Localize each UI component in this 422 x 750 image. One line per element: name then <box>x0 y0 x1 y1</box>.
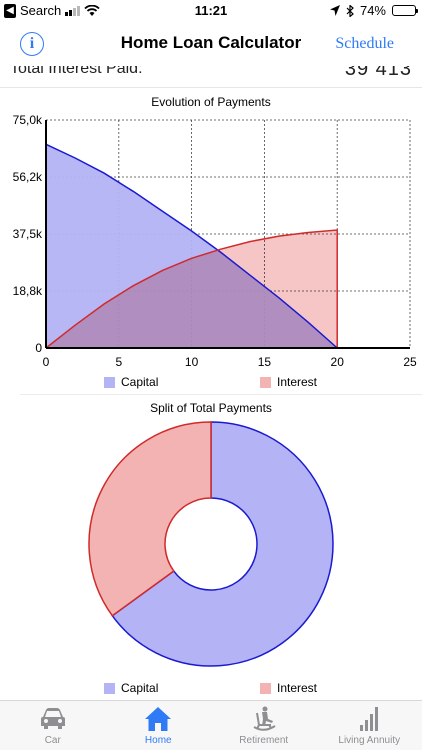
total-interest-value: 39 413 <box>344 66 412 80</box>
series-interest-line <box>45 229 338 349</box>
split-legend: Capital Interest <box>0 681 422 697</box>
wifi-icon <box>84 5 100 16</box>
tab-bar: Car Home Retirement Living Annuity <box>0 700 422 750</box>
info-button[interactable]: i <box>20 32 44 56</box>
y-tick-label: 0 <box>35 341 42 355</box>
legend-interest: Interest <box>260 375 317 389</box>
tab-living-annuity[interactable]: Living Annuity <box>317 701 422 750</box>
location-arrow-icon <box>329 5 340 16</box>
back-to-app-label[interactable]: Search <box>20 3 62 18</box>
tab-retirement[interactable]: Retirement <box>211 701 317 750</box>
tab-car-label: Car <box>44 735 61 746</box>
evolution-legend: Capital Interest <box>0 375 422 391</box>
legend-capital: Capital <box>104 375 158 389</box>
tab-retirement-label: Retirement <box>239 735 289 746</box>
legend-capital-swatch <box>104 376 115 388</box>
bar-chart-icon <box>360 707 379 731</box>
x-tick-label: 20 <box>331 355 345 369</box>
y-tick-label: 56,2k <box>13 170 43 184</box>
page-title: Home Loan Calculator <box>120 33 302 52</box>
navigation-bar: i Home Loan Calculator Schedule <box>0 22 422 66</box>
tab-home-label: Home <box>144 735 172 746</box>
bluetooth-icon <box>346 4 354 17</box>
y-tick-label: 18,8k <box>13 284 43 298</box>
house-icon <box>145 707 172 731</box>
slice-capital <box>111 421 334 667</box>
legend-interest: Interest <box>260 681 317 695</box>
total-interest-row: Total Interest Paid: 39 413 <box>0 66 422 88</box>
clock: 11:21 <box>194 3 228 18</box>
legend-interest-swatch <box>260 682 271 694</box>
series-capital-line <box>45 143 338 349</box>
slice-interest <box>88 421 212 617</box>
status-bar: ◀ Search 11:21 74% <box>0 0 422 22</box>
legend-interest-label: Interest <box>277 681 318 695</box>
evolution-chart-title: Evolution of Payments <box>151 95 271 109</box>
y-tick-label: 75,0k <box>13 113 43 127</box>
tab-living-annuity-label: Living Annuity <box>338 735 401 746</box>
legend-interest-label: Interest <box>277 375 318 389</box>
x-tick-label: 5 <box>115 355 122 369</box>
series-interest-area <box>46 230 338 348</box>
status-left: ◀ Search <box>4 3 100 18</box>
legend-capital: Capital <box>104 681 158 695</box>
split-chart <box>88 421 334 667</box>
y-tick-label: 37,5k <box>13 227 43 241</box>
tab-home[interactable]: Home <box>106 701 212 750</box>
x-tick-label: 15 <box>258 355 272 369</box>
legend-interest-swatch <box>260 376 271 388</box>
back-chevron-icon[interactable]: ◀ <box>4 3 16 18</box>
split-chart-title: Split of Total Payments <box>150 401 272 415</box>
legend-capital-label: Capital <box>121 375 159 389</box>
tab-car[interactable]: Car <box>0 701 106 750</box>
status-right: 74% <box>329 3 418 18</box>
legend-capital-swatch <box>104 682 115 694</box>
x-tick-label: 0 <box>43 355 50 369</box>
evolution-chart: 0 5 10 15 20 25 0 18,8k 37,5k 56,2k 75,0k <box>13 113 417 369</box>
cellular-signal-icon <box>65 5 81 16</box>
schedule-button[interactable]: Schedule <box>335 35 394 52</box>
total-interest-label: Total Interest Paid: <box>10 66 143 77</box>
x-tick-label: 25 <box>403 355 417 369</box>
section-divider <box>20 394 422 395</box>
battery-icon <box>392 5 418 16</box>
legend-capital-label: Capital <box>121 681 159 695</box>
rocking-chair-icon <box>253 706 276 731</box>
car-icon <box>40 708 65 729</box>
battery-percent: 74% <box>359 3 386 18</box>
x-tick-label: 10 <box>185 355 199 369</box>
